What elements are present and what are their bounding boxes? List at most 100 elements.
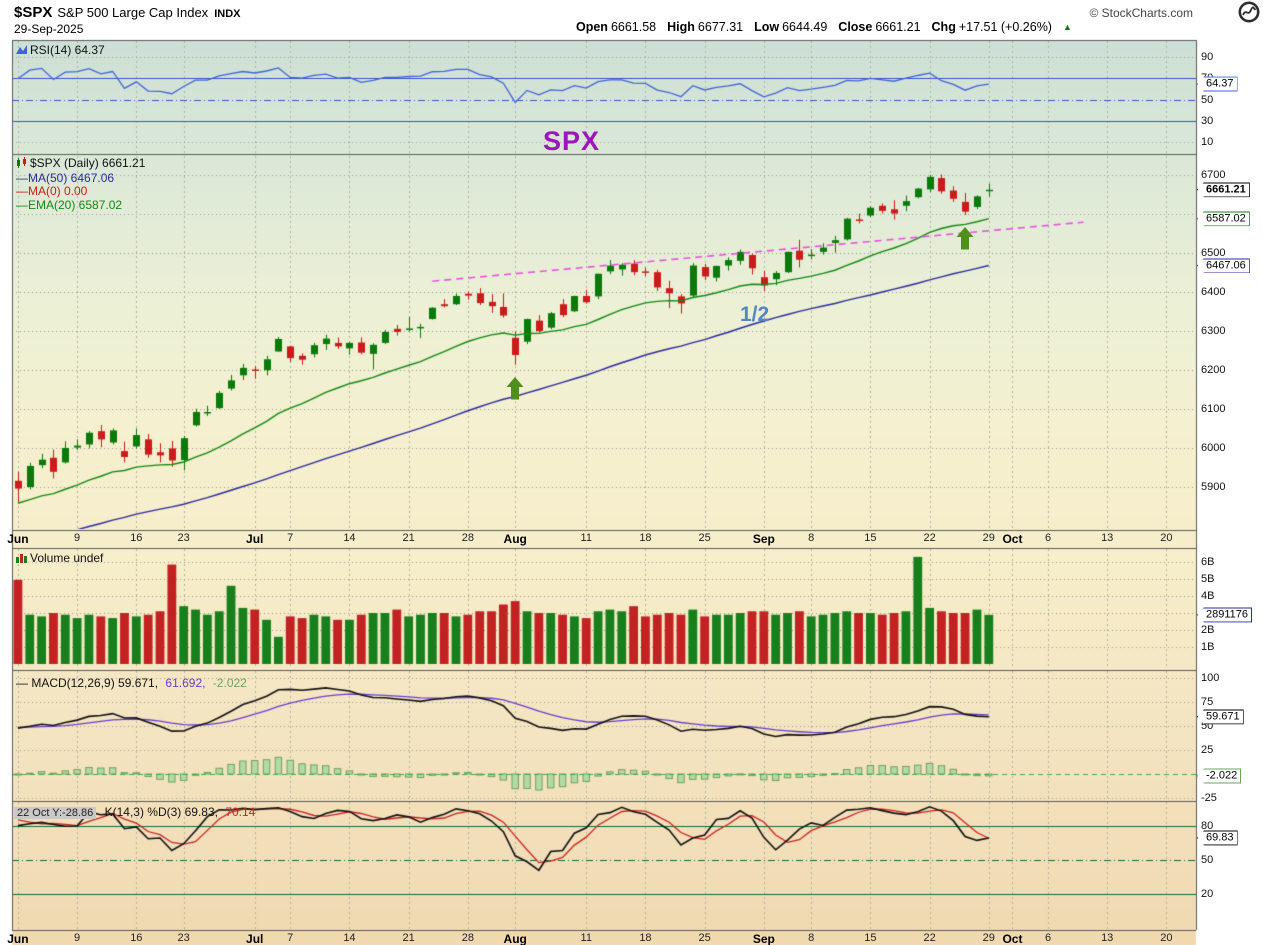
high-label: High	[667, 20, 695, 34]
x-tick-label: 11	[580, 532, 592, 544]
x-tick-label: Jul	[246, 532, 264, 546]
x-tick-label: 6	[1044, 532, 1052, 544]
x-tick-label: 20	[1160, 932, 1173, 944]
price-scale-label: 6000	[1201, 441, 1226, 454]
copyright: © StockCharts.com	[1089, 6, 1193, 20]
stockcharts-logo[interactable]	[1238, 1, 1260, 23]
macd-scale-label: 75	[1201, 696, 1214, 708]
spx-annotation: SPX	[543, 126, 601, 156]
x-axis-bottom: Jun 9 16 23 Jul 7 14 21 28 Aug 11 18 25 Sep 8 15 22 29 Oct…	[0, 930, 1263, 945]
x-tick-label: 14	[343, 532, 356, 544]
macd-scale-label: 25	[1201, 744, 1214, 756]
x-tick-label: Jul	[246, 932, 264, 945]
chart-date: 29-Sep-2025	[14, 22, 84, 36]
macd-hist-value-box: -2.022	[1197, 768, 1242, 784]
price-scale-label: 6700	[1201, 168, 1226, 181]
price-scale-label: 6400	[1201, 285, 1226, 298]
rsi-value-box: 64.37	[1197, 76, 1238, 92]
x-tick-label: 21	[402, 532, 415, 544]
x-tick-label: 28	[461, 532, 474, 544]
up-arrow-icon	[956, 226, 974, 250]
up-arrow-annotation	[506, 376, 524, 405]
volume-scale-label: 1B	[1201, 641, 1215, 653]
x-tick-label: Sep	[752, 532, 775, 546]
x-tick-label: 14	[343, 932, 356, 944]
price-scale-label: 6200	[1201, 363, 1226, 376]
x-tick-label: 23	[177, 532, 190, 544]
stockcharts-logo-icon	[1238, 1, 1260, 23]
stoch-scale-label: 20	[1201, 888, 1214, 901]
index-title: S&P 500 Large Cap Index	[57, 5, 209, 20]
symbol: $SPX	[14, 4, 53, 21]
x-tick-label: 21	[402, 932, 415, 944]
macd-scale-label: -25	[1201, 792, 1217, 804]
x-tick-label: 25	[698, 532, 711, 544]
quote-summary: Open 6661.58 High 6677.31 Low 6644.49 Close…	[576, 20, 1072, 34]
stoch-scale-label: 50	[1201, 854, 1214, 867]
candlestick-icon	[16, 157, 27, 172]
x-tick-label: 29	[982, 932, 995, 944]
high-value: 6677.31	[697, 20, 744, 34]
low-label: Low	[754, 20, 780, 34]
stoch-note-chip: 22 Oct Y:-28.86	[14, 807, 97, 819]
rsi-scale-label: 90	[1201, 50, 1214, 63]
ma50-value-box: 6467.06	[1197, 258, 1250, 274]
up-arrow-icon	[506, 376, 524, 400]
x-tick-label: 9	[74, 932, 81, 944]
price-scale-label: 5900	[1201, 481, 1226, 494]
volume-scale-label: 4B	[1201, 590, 1215, 602]
close-value: 6661.21	[875, 20, 921, 34]
volume-legend-text: Volume undef	[30, 551, 104, 565]
x-tick-label: Aug	[503, 532, 527, 546]
x-tick-label: 8	[808, 532, 815, 544]
x-tick-label: 22	[923, 932, 936, 944]
volume-value-box: 2891176	[1197, 607, 1253, 623]
x-tick-label: 16	[130, 932, 143, 944]
macd-value-box: 59.671	[1197, 709, 1244, 725]
low-value: 6644.49	[782, 20, 828, 34]
x-tick-label: 18	[639, 532, 652, 544]
stoch-legend-k: K(14,3) %D(3) 69.83,	[104, 805, 218, 819]
volume-scale-label: 2B	[1201, 624, 1215, 636]
volume-scale-label: 6B	[1201, 556, 1215, 568]
x-tick-label: Oct	[1002, 932, 1023, 945]
x-tick-label: Aug	[503, 932, 527, 945]
x-tick-label: 15	[864, 532, 877, 544]
close-label: Close	[838, 20, 873, 34]
x-tick-label: Jun	[7, 532, 29, 546]
x-tick-label: 6	[1044, 932, 1052, 944]
price-legend: $SPX (Daily) 6661.21 —MA(50) 6467.06 —MA…	[16, 156, 146, 212]
close-value-box: 6661.21	[1197, 182, 1250, 198]
macd-legend: — MACD(12,26,9) 59.671, 61.692, -2.022	[16, 676, 247, 690]
stoch-value-box: 69.83	[1197, 830, 1238, 846]
x-tick-label: 22	[923, 532, 936, 544]
price-scale-label: 6500	[1201, 246, 1226, 259]
x-tick-label: Sep	[752, 932, 775, 945]
stoch-legend-d: 70.14	[225, 805, 256, 819]
x-tick-label: 7	[287, 932, 294, 944]
volume-scale-label: 5B	[1201, 573, 1215, 585]
change-label: Chg	[931, 20, 956, 34]
open-label: Open	[576, 20, 608, 34]
x-tick-label: 7	[287, 532, 294, 544]
x-tick-label: 13	[1101, 932, 1114, 944]
rsi-icon	[16, 44, 27, 58]
half-annotation: 1/2	[740, 303, 770, 326]
open-value: 6661.58	[610, 20, 657, 34]
x-tick-label: 13	[1101, 532, 1114, 544]
change-value: +17.51 (+0.26%)	[958, 20, 1052, 34]
change-up-icon: ▲	[1062, 22, 1072, 32]
price-legend-symbol: $SPX (Daily) 6661.21	[30, 156, 146, 170]
x-tick-label: 18	[639, 932, 652, 944]
x-tick-label: 8	[808, 932, 815, 944]
rsi-legend: RSI(14) 64.37	[16, 43, 105, 58]
volume-legend: Volume undef	[16, 551, 103, 566]
x-tick-label: 9	[74, 532, 81, 544]
ma0-legend: —MA(0) 0.00	[16, 184, 88, 198]
price-scale-label: 6300	[1201, 324, 1226, 337]
ma50-legend: —MA(50) 6467.06	[16, 170, 115, 185]
macd-legend-hist: -2.022	[212, 676, 247, 690]
header: $SPX S&P 500 Large Cap Index INDX	[14, 4, 240, 21]
ema20-legend: —EMA(20) 6587.02	[16, 197, 123, 212]
rsi-scale-label: 30	[1201, 114, 1214, 127]
